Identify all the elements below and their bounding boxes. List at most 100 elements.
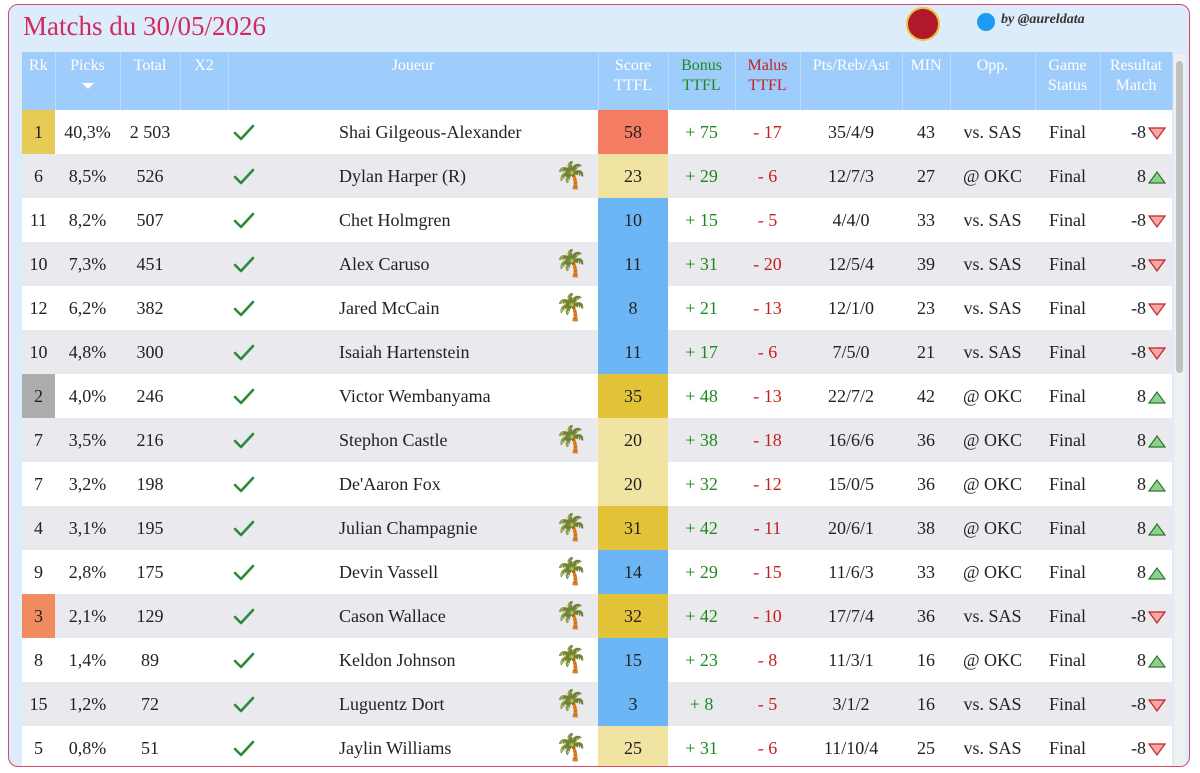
player: Stephon Castle [260,418,545,462]
palm-icon: 🌴 [555,425,588,455]
result-value: -8 [1131,297,1147,318]
up-arrow [1147,435,1167,448]
total: 451 [120,242,180,286]
scrollbar-thumb[interactable] [1176,61,1183,373]
result: -8 [1100,198,1173,242]
down-arrow [1147,743,1167,757]
down-arrow [1147,127,1167,141]
check-icon [233,697,255,713]
score: 14 [598,550,669,594]
column-header[interactable]: Game Status [1035,52,1101,110]
up-arrow [1147,171,1167,184]
check [228,462,260,506]
column-header[interactable]: MIN [902,52,951,110]
x2 [180,594,228,638]
result: -8 [1100,110,1173,154]
result: 8 [1100,506,1173,550]
total: 51 [120,726,180,766]
rank: 1 [22,110,55,154]
malus: - 6 [735,330,801,374]
rank: 7 [22,418,55,462]
picks: 7,3% [55,242,120,286]
malus: - 5 [735,198,801,242]
player: Shai Gilgeous-Alexander [260,110,545,154]
malus: - 18 [735,418,801,462]
player: Isaiah Hartenstein [260,330,545,374]
score: 15 [598,638,669,682]
result: 8 [1100,374,1173,418]
column-header[interactable]: Score TTFL [598,52,669,110]
player-icon [545,198,599,242]
result-value: -8 [1131,737,1147,758]
down-arrow [1147,699,1167,713]
x2 [180,506,228,550]
game-status: Final [1035,330,1101,374]
minutes: 42 [902,374,951,418]
stats: 12/1/0 [800,286,903,330]
stats: 16/6/6 [800,418,903,462]
game-status: Final [1035,418,1101,462]
column-header[interactable]: Joueur [228,52,599,110]
total: 216 [120,418,180,462]
stats: 22/7/2 [800,374,903,418]
column-header[interactable]: Total [120,52,181,110]
picks: 4,8% [55,330,120,374]
score: 3 [598,682,669,726]
rank: 12 [22,286,55,330]
opponent: @ OKC [950,374,1036,418]
stats: 17/7/4 [800,594,903,638]
column-header[interactable]: X2 [180,52,229,110]
column-header[interactable]: Malus TTFL [735,52,801,110]
column-header[interactable]: Pts/Reb/Ast [800,52,903,110]
result-value: 8 [1137,517,1147,538]
malus: - 17 [735,110,801,154]
minutes: 38 [902,506,951,550]
check [228,726,260,766]
total: 300 [120,330,180,374]
column-header[interactable]: Opp. [950,52,1036,110]
check [228,154,260,198]
row: 3 2,1% 129 Cason Wallace 🌴 32 + 42- 10 17/7/4 36… [22,594,1173,638]
player: Cason Wallace [260,594,545,638]
player: Alex Caruso [260,242,545,286]
check [228,682,260,726]
malus: - 11 [735,506,801,550]
rank: 11 [22,198,55,242]
minutes: 16 [902,638,951,682]
result: -8 [1100,594,1173,638]
check-icon [233,565,255,581]
row: 2 4,0% 246 Victor Wembanyama 35 + 48- 13 22/7/… [22,374,1173,418]
malus: - 6 [735,154,801,198]
stats: 35/4/9 [800,110,903,154]
picks: 1,4% [55,638,120,682]
opponent: vs. SAS [950,594,1036,638]
total: 129 [120,594,180,638]
malus: - 15 [735,550,801,594]
stats: 11/3/1 [800,638,903,682]
column-header[interactable]: Picks [55,52,121,110]
malus: - 5 [735,682,801,726]
game-status: Final [1035,286,1101,330]
bonus: + 23 [668,638,736,682]
row: 6 8,5% 526 Dylan Harper (R) 🌴 23 + 29- 6 12/7/3… [22,154,1173,198]
rank: 15 [22,682,55,726]
malus: - 13 [735,286,801,330]
result: -8 [1100,286,1173,330]
x2 [180,682,228,726]
check [228,286,260,330]
picks: 3,5% [55,418,120,462]
minutes: 25 [902,726,951,766]
player: Victor Wembanyama [260,374,545,418]
column-header[interactable]: Rk [22,52,56,110]
bonus: + 15 [668,198,736,242]
column-header[interactable]: Bonus TTFL [668,52,736,110]
player: Chet Holmgren [260,198,545,242]
logo [906,7,940,41]
player: De'Aaron Fox [260,462,545,506]
score: 20 [598,462,669,506]
malus: - 20 [735,242,801,286]
down-arrow [1147,611,1167,625]
result: -8 [1100,682,1173,726]
result-value: 8 [1137,473,1147,494]
column-header[interactable]: Resultat Match [1100,52,1173,110]
